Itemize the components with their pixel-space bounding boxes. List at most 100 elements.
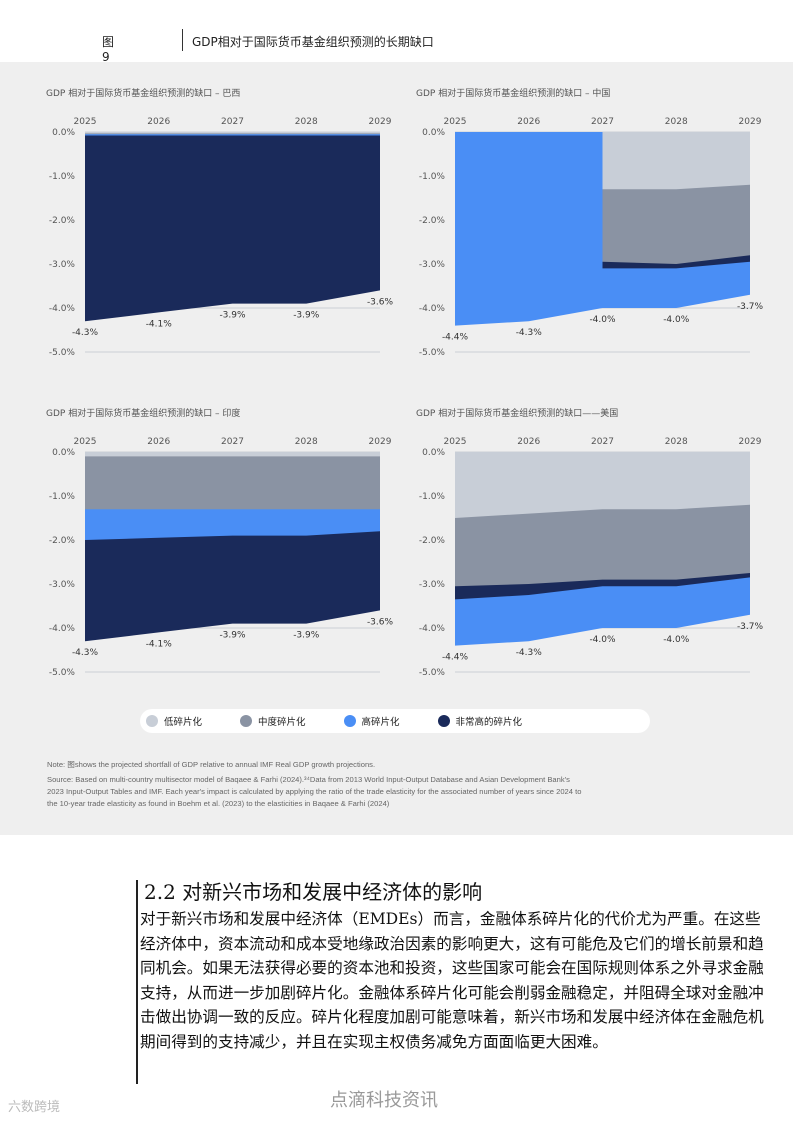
data-label: -4.1% (146, 319, 173, 329)
y-tick-label: -1.0% (49, 492, 76, 502)
y-tick-label: -1.0% (419, 172, 446, 182)
chart-brazil: GDP 相对于国际货币基金组织预测的缺口 – 巴西 0.0% -1.0% -2.0% -… (46, 87, 393, 358)
legend-label-medium: 中度碎片化 (258, 717, 306, 728)
y-tick-label: -3.0% (419, 580, 446, 590)
watermark-left: 六数跨境 (8, 1100, 61, 1115)
y-tick-label: -3.0% (49, 580, 76, 590)
legend-swatch-medium (240, 715, 253, 727)
legend-label-very-high: 非常高的碎片化 (455, 717, 523, 728)
y-tick-label: -2.0% (49, 536, 76, 546)
chart-title: GDP 相对于国际货币基金组织预测的缺口 – 中国 (416, 87, 610, 99)
x-tick-label: 2028 (665, 117, 688, 127)
x-tick-label: 2027 (591, 437, 614, 447)
data-label: -4.1% (146, 639, 173, 649)
x-tick-label: 2028 (665, 437, 688, 447)
y-tick-label: -5.0% (49, 348, 76, 358)
data-label: -4.0% (663, 635, 690, 645)
area-band (455, 452, 750, 518)
section-heading: 2.2 对新兴市场和发展中经济体的影响 (144, 880, 483, 904)
x-tick-label: 2029 (739, 437, 762, 447)
x-tick-label: 2029 (369, 437, 392, 447)
y-tick-label: -4.0% (419, 304, 446, 314)
legend-swatch-low (146, 715, 158, 727)
legend-item-high: 高碎片化 (343, 714, 400, 728)
data-label: -4.0% (589, 635, 616, 645)
chart-china: GDP 相对于国际货币基金组织预测的缺口 – 中国 0.0% -1.0% -2.0% -… (416, 87, 763, 358)
legend-item-medium: 中度碎片化 (240, 714, 306, 728)
area-band (602, 132, 750, 190)
y-tick-label: -5.0% (419, 668, 446, 678)
data-label: -4.3% (72, 328, 99, 338)
legend-swatch-very-high (437, 715, 450, 727)
section-body: 对于新兴市场和发展中经济体（EMDEs）而言，金融体系碎片化的代价尤为严重。在这… (140, 910, 764, 1051)
data-label: -4.3% (516, 648, 543, 658)
chart-title: GDP 相对于国际货币基金组织预测的缺口 – 巴西 (46, 87, 240, 99)
y-tick-label: -1.0% (49, 172, 76, 182)
data-label: -4.3% (516, 328, 543, 338)
data-label: -4.0% (589, 315, 616, 325)
legend-swatch-high (343, 715, 356, 727)
x-tick-label: 2026 (147, 437, 170, 447)
legend-label-low: 低碎片化 (164, 717, 203, 728)
x-tick-label: 2026 (517, 117, 540, 127)
x-tick-label: 2025 (74, 437, 97, 447)
area-band (85, 452, 380, 457)
x-tick-label: 2025 (444, 117, 467, 127)
x-tick-label: 2027 (221, 117, 244, 127)
data-label: -3.6% (367, 617, 394, 627)
y-tick-label: 0.0% (422, 128, 445, 138)
watermark-mid: 点滴科技资讯 (330, 1090, 438, 1111)
chart-usa: GDP 相对于国际货币基金组织预测的缺口——美国 0.0% -1.0% -2.0% -3… (416, 407, 763, 678)
legend-label-high: 高碎片化 (361, 717, 400, 728)
data-label: -4.4% (442, 653, 469, 663)
data-label: -3.9% (219, 631, 246, 641)
y-tick-label: -1.0% (419, 492, 446, 502)
x-tick-label: 2028 (295, 117, 318, 127)
source-line-1: Source: Based on multi-country multisect… (47, 775, 570, 784)
chart-india: GDP 相对于国际货币基金组织预测的缺口 – 印度 0.0% -1.0% -2.0% -… (46, 407, 393, 678)
data-label: -3.9% (293, 631, 320, 641)
y-tick-label: 0.0% (52, 448, 75, 458)
x-tick-label: 2026 (517, 437, 540, 447)
figure-notes: Note: 图shows the projected shortfall of … (47, 759, 747, 810)
legend-item-low: 低碎片化 (146, 714, 202, 728)
x-tick-label: 2029 (739, 117, 762, 127)
data-label: -4.4% (442, 333, 469, 343)
y-tick-label: -2.0% (49, 216, 76, 226)
y-tick-label: -3.0% (49, 260, 76, 270)
y-tick-label: -5.0% (49, 668, 76, 678)
figure-number: 图9 (102, 35, 115, 64)
y-tick-label: -4.0% (49, 624, 76, 634)
x-tick-label: 2026 (147, 117, 170, 127)
area-band (85, 132, 380, 134)
y-tick-label: -5.0% (419, 348, 446, 358)
data-label: -3.7% (737, 622, 764, 632)
data-label: -3.9% (293, 311, 320, 321)
x-tick-label: 2027 (591, 117, 614, 127)
header-divider (182, 29, 183, 51)
x-tick-label: 2025 (74, 117, 97, 127)
data-label: -3.7% (737, 302, 764, 312)
area-band (85, 452, 380, 510)
x-tick-label: 2025 (444, 437, 467, 447)
section-rule (136, 880, 138, 1084)
y-tick-label: 0.0% (52, 128, 75, 138)
source-line-3: the 10-year trade elasticity as found in… (47, 799, 390, 808)
note-text: Note: 图shows the projected shortfall of … (47, 760, 376, 769)
data-label: -3.6% (367, 297, 394, 307)
legend-item-very-high: 非常高的碎片化 (437, 714, 523, 728)
x-tick-label: 2027 (221, 437, 244, 447)
x-tick-label: 2029 (369, 117, 392, 127)
figure-title: GDP相对于国际货币基金组织预测的长期缺口 (192, 35, 434, 49)
y-tick-label: -4.0% (419, 624, 446, 634)
y-tick-label: -3.0% (419, 260, 446, 270)
chart-title: GDP 相对于国际货币基金组织预测的缺口 – 印度 (46, 407, 240, 419)
y-tick-label: 0.0% (422, 448, 445, 458)
y-tick-label: -2.0% (419, 216, 446, 226)
y-tick-label: -4.0% (49, 304, 76, 314)
chart-title: GDP 相对于国际货币基金组织预测的缺口——美国 (416, 407, 618, 419)
area-band (85, 132, 380, 322)
source-line-2: 2023 Input-Output Tables and IMF. Each y… (47, 787, 582, 796)
data-label: -4.0% (663, 315, 690, 325)
x-tick-label: 2028 (295, 437, 318, 447)
